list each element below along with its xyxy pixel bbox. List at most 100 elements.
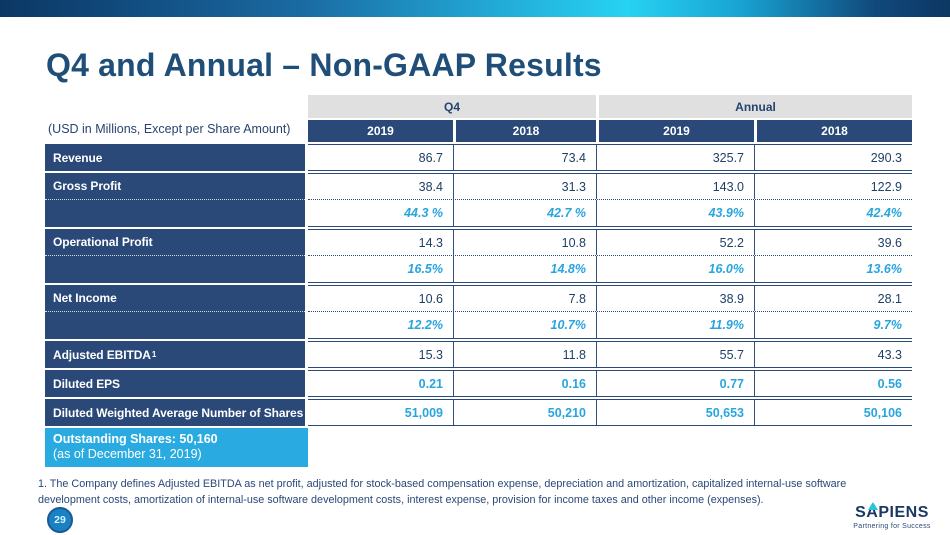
row-label-net-income: Net Income xyxy=(45,285,305,311)
table-cell: 31.3 xyxy=(453,174,596,199)
table-cell-percent: 16.0% xyxy=(596,256,754,282)
table-row: Revenue 86.7 73.4 325.7 290.3 xyxy=(45,144,912,171)
table-cell-percent: 44.3 % xyxy=(308,200,453,226)
table-cell: 52.2 xyxy=(596,230,754,255)
row-group-gross-profit: Gross Profit 38.4 31.3 143.0 122.9 44.3 … xyxy=(45,173,912,227)
column-group-header: Q4 Annual xyxy=(308,95,912,118)
row-values: 44.3 % 42.7 % 43.9% 42.4% xyxy=(308,199,912,227)
row-label-empty xyxy=(45,199,305,227)
table-row-margin: 16.5% 14.8% 16.0% 13.6% xyxy=(45,255,912,283)
table-cell: 15.3 xyxy=(308,342,453,367)
table-cell: 290.3 xyxy=(754,145,912,170)
outstanding-shares-date: (as of December 31, 2019) xyxy=(53,447,202,461)
column-gap xyxy=(305,285,308,311)
year-header-row: 2019 2018 2019 2018 xyxy=(308,120,912,142)
table-row: Operational Profit 14.3 10.8 52.2 39.6 xyxy=(45,229,912,255)
year-header-q4-2019: 2019 xyxy=(308,120,453,142)
table-cell-percent: 42.7 % xyxy=(453,200,596,226)
table-cell: 86.7 xyxy=(308,145,453,170)
table-cell: 43.3 xyxy=(754,342,912,367)
table-cell: 55.7 xyxy=(596,342,754,367)
year-header-annual-2019: 2019 xyxy=(596,120,754,142)
table-row: Diluted Weighted Average Number of Share… xyxy=(45,399,912,426)
table-cell: 50,106 xyxy=(754,400,912,425)
year-header-annual-2018: 2018 xyxy=(754,120,912,142)
row-values: 51,009 50,210 50,653 50,106 xyxy=(308,399,912,426)
row-label-diluted-eps: Diluted EPS xyxy=(45,370,305,397)
slide-title: Q4 and Annual – Non-GAAP Results xyxy=(46,47,602,84)
column-gap xyxy=(305,144,308,171)
row-label-revenue: Revenue xyxy=(45,144,305,171)
column-gap xyxy=(305,255,308,283)
page-number-badge: 29 xyxy=(47,507,73,533)
logo-tagline: Partnering for Success xyxy=(853,523,931,530)
row-values: 86.7 73.4 325.7 290.3 xyxy=(308,144,912,171)
table-cell: 10.8 xyxy=(453,230,596,255)
column-gap xyxy=(305,229,308,255)
table-cell: 7.8 xyxy=(453,286,596,311)
table-cell: 0.56 xyxy=(754,371,912,396)
row-group-diluted-eps: Diluted EPS 0.21 0.16 0.77 0.56 xyxy=(45,370,912,397)
table-cell: 0.16 xyxy=(453,371,596,396)
sapiens-logo: SAPIENS Partnering for Success xyxy=(842,502,942,530)
table-row-margin: 12.2% 10.7% 11.9% 9.7% xyxy=(45,311,912,339)
column-gap xyxy=(305,370,308,397)
row-values: 12.2% 10.7% 11.9% 9.7% xyxy=(308,311,912,339)
table-cell: 10.6 xyxy=(308,286,453,311)
units-note: (USD in Millions, Except per Share Amoun… xyxy=(48,122,291,136)
table-cell-percent: 9.7% xyxy=(754,312,912,338)
column-gap xyxy=(305,399,308,426)
table-cell: 0.21 xyxy=(308,371,453,396)
year-header-q4-2018: 2018 xyxy=(453,120,596,142)
table-cell-percent: 13.6% xyxy=(754,256,912,282)
table-cell: 0.77 xyxy=(596,371,754,396)
table-cell: 50,653 xyxy=(596,400,754,425)
table-cell-percent: 12.2% xyxy=(308,312,453,338)
table-cell-percent: 10.7% xyxy=(453,312,596,338)
row-group-revenue: Revenue 86.7 73.4 325.7 290.3 xyxy=(45,144,912,171)
logo-triangle-icon xyxy=(868,502,879,510)
row-values: 16.5% 14.8% 16.0% 13.6% xyxy=(308,255,912,283)
logo-wordmark: SAPIENS xyxy=(855,502,929,521)
table-cell: 51,009 xyxy=(308,400,453,425)
table-row: Net Income 10.6 7.8 38.9 28.1 xyxy=(45,285,912,311)
table-cell: 325.7 xyxy=(596,145,754,170)
results-table: Revenue 86.7 73.4 325.7 290.3 Gross Prof… xyxy=(45,144,912,467)
table-row-margin: 44.3 % 42.7 % 43.9% 42.4% xyxy=(45,199,912,227)
col-group-q4: Q4 xyxy=(308,95,596,118)
table-cell: 28.1 xyxy=(754,286,912,311)
logo-text: SAPIENS xyxy=(855,504,929,521)
table-cell-percent: 16.5% xyxy=(308,256,453,282)
table-row: Diluted EPS 0.21 0.16 0.77 0.56 xyxy=(45,370,912,397)
table-cell-percent: 43.9% xyxy=(596,200,754,226)
table-cell: 143.0 xyxy=(596,174,754,199)
column-gap xyxy=(305,173,308,199)
label-text: Adjusted EBITDA xyxy=(53,347,151,362)
table-cell: 122.9 xyxy=(754,174,912,199)
footnote-text: 1. The Company defines Adjusted EBITDA a… xyxy=(38,478,847,507)
row-group-weighted-shares: Diluted Weighted Average Number of Share… xyxy=(45,399,912,426)
row-label-adjusted-ebitda: Adjusted EBITDA 1 xyxy=(45,341,305,368)
table-cell: 14.3 xyxy=(308,230,453,255)
row-label-weighted-shares: Diluted Weighted Average Number of Share… xyxy=(45,399,305,426)
table-cell: 73.4 xyxy=(453,145,596,170)
table-cell: 50,210 xyxy=(453,400,596,425)
row-label-operational-profit: Operational Profit xyxy=(45,229,305,255)
top-accent-bar xyxy=(0,0,950,17)
table-cell: 38.4 xyxy=(308,174,453,199)
row-group-net-income: Net Income 10.6 7.8 38.9 28.1 12.2% 10.7… xyxy=(45,285,912,339)
table-row: Adjusted EBITDA 1 15.3 11.8 55.7 43.3 xyxy=(45,341,912,368)
row-label-gross-profit: Gross Profit xyxy=(45,173,305,199)
table-cell-percent: 42.4% xyxy=(754,200,912,226)
row-label-empty xyxy=(45,255,305,283)
outstanding-shares-value: Outstanding Shares: 50,160 xyxy=(53,432,218,446)
outstanding-shares-callout: Outstanding Shares: 50,160 (as of Decemb… xyxy=(45,428,308,467)
table-cell: 38.9 xyxy=(596,286,754,311)
row-values: 10.6 7.8 38.9 28.1 xyxy=(308,285,912,311)
row-group-operational-profit: Operational Profit 14.3 10.8 52.2 39.6 1… xyxy=(45,229,912,283)
row-group-adjusted-ebitda: Adjusted EBITDA 1 15.3 11.8 55.7 43.3 xyxy=(45,341,912,368)
row-values: 0.21 0.16 0.77 0.56 xyxy=(308,370,912,397)
column-gap xyxy=(305,199,308,227)
table-cell-percent: 14.8% xyxy=(453,256,596,282)
table-cell: 39.6 xyxy=(754,230,912,255)
